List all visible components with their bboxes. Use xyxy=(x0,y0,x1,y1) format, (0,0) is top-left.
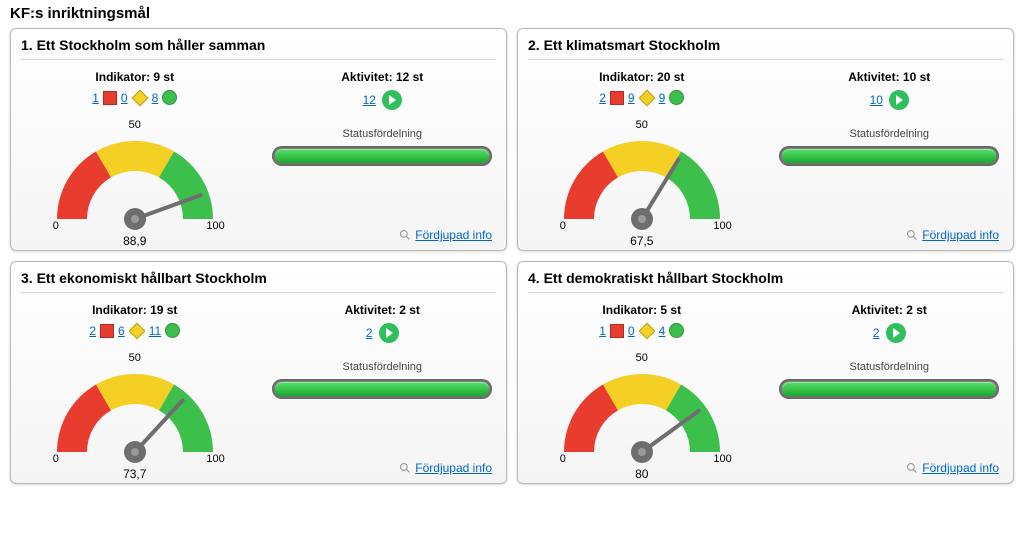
diamond-yellow-icon xyxy=(128,322,145,339)
indikator-label: Indikator: 9 st xyxy=(95,70,174,84)
indikator-row: 1 0 4 xyxy=(599,323,684,338)
gauge: 0 50 100 88,9 xyxy=(45,119,225,244)
gauge: 0 50 100 67,5 xyxy=(552,119,732,244)
indikator-green-link[interactable]: 9 xyxy=(659,91,666,105)
circle-green-icon xyxy=(162,90,177,105)
indikator-label: Indikator: 20 st xyxy=(599,70,684,84)
deep-info-link[interactable]: Fördjupad info xyxy=(906,461,999,475)
goal-card: 3. Ett ekonomiskt hållbart Stockholm Ind… xyxy=(10,261,507,484)
aktivitet-count-link[interactable]: 10 xyxy=(870,93,883,107)
indikator-green-link[interactable]: 4 xyxy=(659,324,666,338)
gauge-min-label: 0 xyxy=(53,220,59,232)
status-label: Statusfördelning xyxy=(343,361,423,373)
gauge-max-label: 100 xyxy=(206,453,224,465)
card-title: 2. Ett klimatsmart Stockholm xyxy=(528,37,1003,53)
goal-card: 2. Ett klimatsmart Stockholm Indikator: … xyxy=(517,28,1014,251)
gauge-mid-label: 50 xyxy=(552,119,732,131)
card-title: 4. Ett demokratiskt hållbart Stockholm xyxy=(528,270,1003,286)
gauge-min-label: 0 xyxy=(53,453,59,465)
gauge-min-label: 0 xyxy=(560,453,566,465)
status-label: Statusfördelning xyxy=(850,128,930,140)
divider xyxy=(528,59,1003,60)
square-red-icon xyxy=(610,91,624,105)
indikator-label: Indikator: 19 st xyxy=(92,303,177,317)
square-red-icon xyxy=(100,324,114,338)
square-red-icon xyxy=(103,91,117,105)
divider xyxy=(21,292,496,293)
indikator-row: 2 9 9 xyxy=(599,90,684,105)
gauge: 0 50 100 80 xyxy=(552,352,732,477)
diamond-yellow-icon xyxy=(638,89,655,106)
aktivitet-count-link[interactable]: 2 xyxy=(873,326,880,340)
indikator-red-link[interactable]: 2 xyxy=(599,91,606,105)
status-bar xyxy=(779,379,999,399)
aktivitet-label: Aktivitet: 12 st xyxy=(341,70,423,84)
deep-info-link[interactable]: Fördjupad info xyxy=(906,228,999,242)
aktivitet-label: Aktivitet: 10 st xyxy=(848,70,930,84)
card-title: 1. Ett Stockholm som håller samman xyxy=(21,37,496,53)
indikator-green-link[interactable]: 11 xyxy=(149,324,161,338)
circle-green-icon xyxy=(669,90,684,105)
deep-info-link[interactable]: Fördjupad info xyxy=(399,461,492,475)
indikator-yellow-link[interactable]: 0 xyxy=(121,91,128,105)
gauge-mid-label: 50 xyxy=(45,119,225,131)
magnifier-icon xyxy=(399,229,411,241)
divider xyxy=(21,59,496,60)
page-title: KF:s inriktningsmål xyxy=(10,5,1014,22)
indikator-label: Indikator: 5 st xyxy=(602,303,681,317)
magnifier-icon xyxy=(399,462,411,474)
play-icon[interactable] xyxy=(889,90,909,110)
deep-info-label: Fördjupad info xyxy=(922,228,999,242)
indikator-row: 2 6 11 xyxy=(89,323,180,338)
status-bar xyxy=(779,146,999,166)
diamond-yellow-icon xyxy=(638,322,655,339)
deep-info-link[interactable]: Fördjupad info xyxy=(399,228,492,242)
indikator-red-link[interactable]: 1 xyxy=(92,91,99,105)
goal-card: 1. Ett Stockholm som håller samman Indik… xyxy=(10,28,507,251)
status-bar xyxy=(272,146,492,166)
gauge-max-label: 100 xyxy=(713,453,731,465)
indikator-yellow-link[interactable]: 6 xyxy=(118,324,125,338)
deep-info-label: Fördjupad info xyxy=(922,461,999,475)
gauge-value: 88,9 xyxy=(45,234,225,248)
status-label: Statusfördelning xyxy=(850,361,930,373)
gauge-mid-label: 50 xyxy=(45,352,225,364)
diamond-yellow-icon xyxy=(131,89,148,106)
gauge-value: 67,5 xyxy=(552,234,732,248)
status-bar xyxy=(272,379,492,399)
square-red-icon xyxy=(610,324,624,338)
deep-info-label: Fördjupad info xyxy=(415,228,492,242)
gauge-value: 80 xyxy=(552,467,732,481)
magnifier-icon xyxy=(906,462,918,474)
circle-green-icon xyxy=(165,323,180,338)
gauge-max-label: 100 xyxy=(713,220,731,232)
gauge: 0 50 100 73,7 xyxy=(45,352,225,477)
circle-green-icon xyxy=(669,323,684,338)
aktivitet-count-link[interactable]: 12 xyxy=(363,93,376,107)
indikator-red-link[interactable]: 1 xyxy=(599,324,606,338)
aktivitet-label: Aktivitet: 2 st xyxy=(852,303,927,317)
indikator-row: 1 0 8 xyxy=(92,90,177,105)
indikator-red-link[interactable]: 2 xyxy=(89,324,96,338)
card-title: 3. Ett ekonomiskt hållbart Stockholm xyxy=(21,270,496,286)
aktivitet-count-link[interactable]: 2 xyxy=(366,326,373,340)
gauge-min-label: 0 xyxy=(560,220,566,232)
gauge-mid-label: 50 xyxy=(552,352,732,364)
aktivitet-label: Aktivitet: 2 st xyxy=(345,303,420,317)
magnifier-icon xyxy=(906,229,918,241)
status-label: Statusfördelning xyxy=(343,128,423,140)
gauge-value: 73,7 xyxy=(45,467,225,481)
gauge-max-label: 100 xyxy=(206,220,224,232)
indikator-yellow-link[interactable]: 9 xyxy=(628,91,635,105)
indikator-yellow-link[interactable]: 0 xyxy=(628,324,635,338)
goal-card: 4. Ett demokratiskt hållbart Stockholm I… xyxy=(517,261,1014,484)
play-icon[interactable] xyxy=(382,90,402,110)
deep-info-label: Fördjupad info xyxy=(415,461,492,475)
dashboard-grid: 1. Ett Stockholm som håller samman Indik… xyxy=(10,28,1014,484)
divider xyxy=(528,292,1003,293)
play-icon[interactable] xyxy=(379,323,399,343)
indikator-green-link[interactable]: 8 xyxy=(152,91,159,105)
play-icon[interactable] xyxy=(886,323,906,343)
